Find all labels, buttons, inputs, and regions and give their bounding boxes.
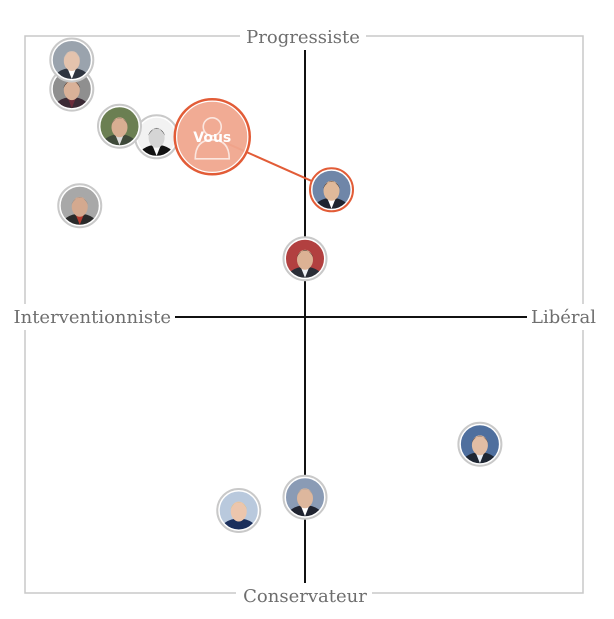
candidate-avatar[interactable] xyxy=(134,114,180,173)
axis-label-left: Interventionniste xyxy=(14,307,172,328)
you-label: Vous xyxy=(193,130,231,146)
candidate-avatar[interactable] xyxy=(216,487,262,547)
axis-label-right: Libéral xyxy=(531,307,596,328)
axis-label-top: Progressiste xyxy=(246,27,360,48)
candidate-avatar[interactable] xyxy=(57,183,103,242)
candidate-avatar[interactable] xyxy=(282,236,328,295)
candidate-avatar[interactable] xyxy=(457,421,503,481)
user-silhouette-icon xyxy=(194,117,231,160)
chart-marks: Vous xyxy=(49,37,503,547)
you-marker[interactable]: Vous xyxy=(173,98,251,176)
candidate-avatar[interactable] xyxy=(97,103,142,163)
candidate-avatar[interactable] xyxy=(49,37,95,95)
candidate-avatar[interactable] xyxy=(282,474,328,534)
candidate-avatar[interactable] xyxy=(309,167,354,226)
axis-label-bottom: Conservateur xyxy=(243,586,367,607)
